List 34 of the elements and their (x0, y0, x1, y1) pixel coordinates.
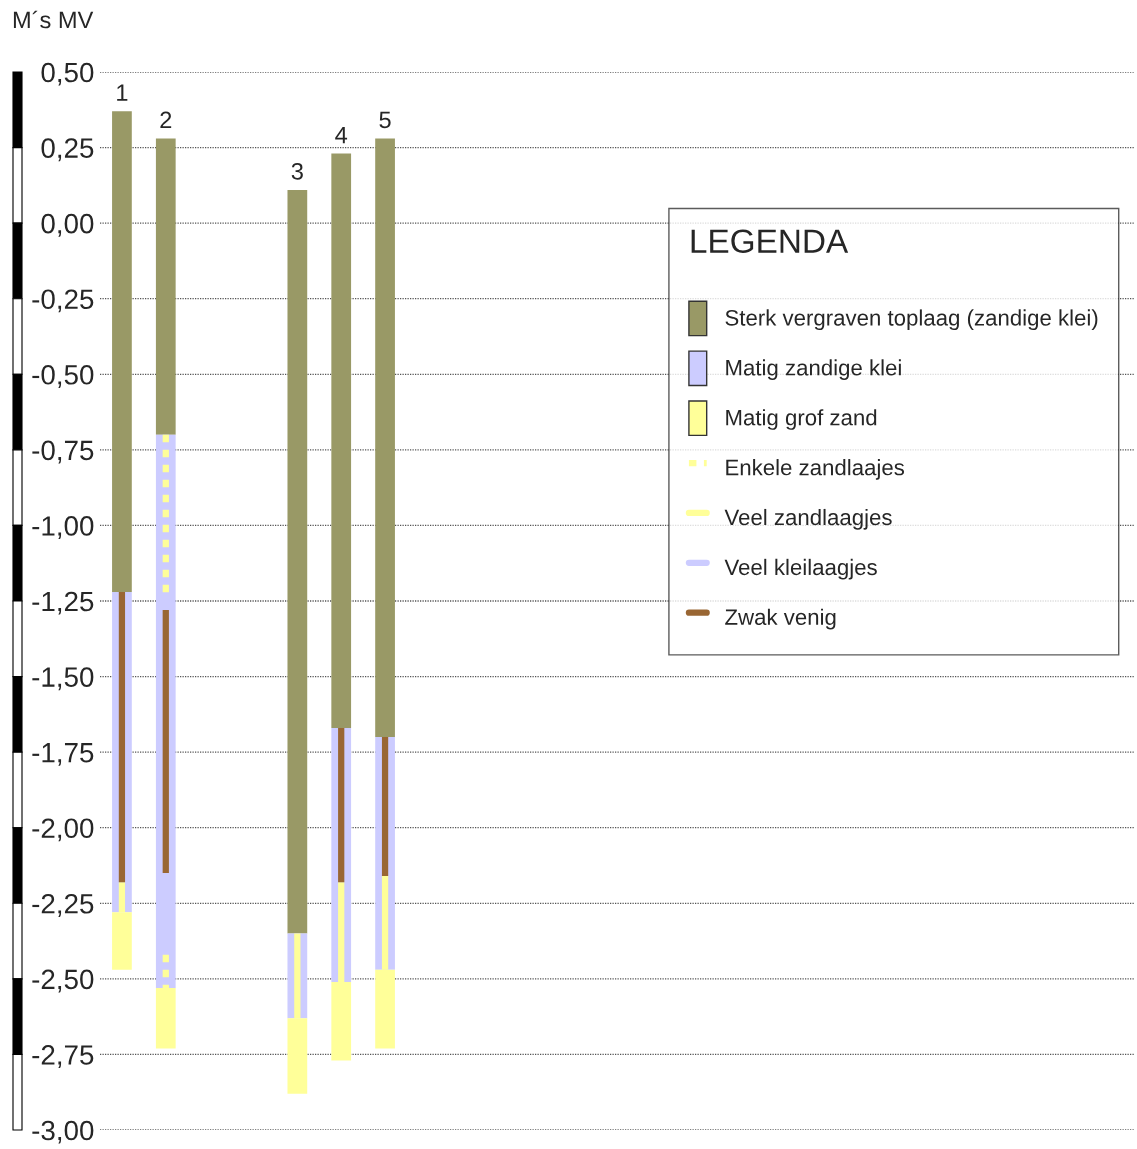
legend-label: Zwak venig (725, 608, 836, 630)
bar (375, 138, 395, 738)
y-tick-label: -1,00 (32, 516, 94, 540)
x-tick-label: 1 (117, 84, 128, 101)
legend-title: LEGENDA (691, 229, 849, 253)
x-tick-label: 3 (291, 162, 303, 180)
y-tick-label: -0,75 (32, 440, 94, 464)
y-tick-label: 0,25 (41, 138, 94, 162)
x-tick-label: 4 (335, 126, 348, 144)
legend-label: Veel kleilaagjes (724, 558, 877, 580)
y-tick-label: -0,50 (32, 364, 94, 388)
bar (112, 111, 132, 592)
legend-label: Enkele zandlaajes (726, 459, 905, 480)
y-tick-label: -0,25 (32, 289, 94, 313)
y-tick-label: -2,00 (32, 818, 94, 842)
bar (155, 138, 176, 435)
legend-label: Sterk vergraven toplaag (zandige klei) (725, 309, 1098, 331)
x-tick-label: 2 (160, 111, 172, 129)
x-tick-label: 5 (379, 111, 391, 129)
y-tick-label: -1,25 (32, 591, 94, 615)
y-tick-label: -1,50 (32, 667, 94, 691)
y-tick-label: 0,50 (41, 62, 94, 86)
y-tick-label: -1,75 (32, 743, 94, 766)
y-tick-label: -2,25 (32, 893, 94, 917)
y-tick-label: -2,75 (32, 1045, 94, 1069)
y-tick-label: 0,00 (41, 213, 94, 237)
legend-label: Matig grof zand (726, 409, 877, 430)
bar (331, 153, 352, 728)
bar (287, 189, 308, 934)
y-tick-label: -3,00 (32, 1120, 94, 1144)
legend-label: Veel zandlaagjes (724, 508, 892, 530)
y-tick-label: -2,50 (32, 969, 94, 993)
y-axis-title: M´s MV (13, 10, 94, 29)
legend-label: Matig zandige klei (726, 359, 901, 380)
